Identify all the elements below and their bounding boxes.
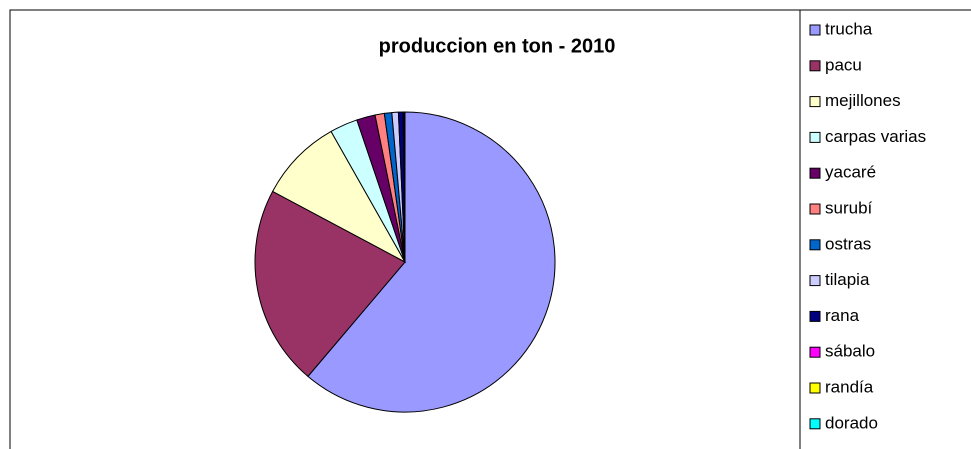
pie-slice — [307, 111, 556, 413]
legend-label: tilapia — [825, 270, 870, 289]
legend-label: sábalo — [825, 342, 875, 361]
legend-swatch — [809, 60, 821, 72]
legend-swatch — [809, 275, 821, 287]
legend-swatch — [809, 346, 821, 358]
chart-title: produccion en ton - 2010 — [379, 35, 616, 57]
legend-label: trucha — [825, 19, 873, 38]
legend-label: pacu — [825, 55, 862, 74]
legend-label: mejillones — [825, 91, 901, 110]
legend-label: ostras — [825, 234, 871, 253]
legend-label: carpas varias — [825, 127, 926, 146]
pie-slice — [254, 190, 406, 378]
legend-swatch — [809, 167, 821, 179]
legend-swatch — [809, 131, 821, 143]
legend-swatch — [809, 382, 821, 394]
legend-swatch — [809, 203, 821, 215]
legend-label: randía — [825, 377, 874, 396]
legend-swatch — [809, 239, 821, 251]
legend-swatch — [809, 310, 821, 322]
legend-label: dorado — [825, 413, 878, 432]
pie-slice — [271, 130, 407, 264]
legend-label: yacaré — [825, 163, 876, 182]
chart-border — [9, 9, 971, 449]
legend-label: rana — [825, 306, 860, 325]
legend-label: surubí — [825, 198, 873, 217]
legend-swatch — [809, 96, 821, 108]
legend-swatch — [809, 24, 821, 36]
legend-swatch — [809, 418, 821, 430]
